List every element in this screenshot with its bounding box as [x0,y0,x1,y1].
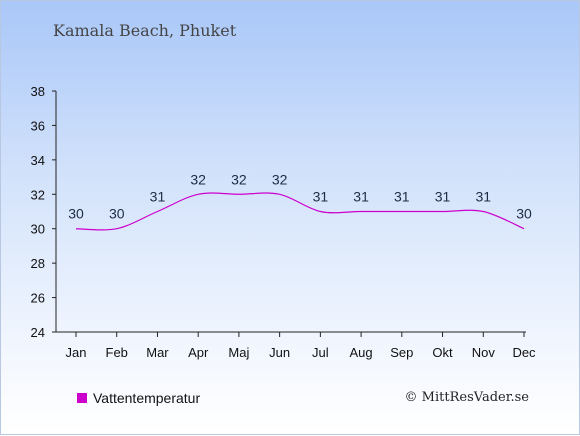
x-tick-label: Jan [66,345,87,360]
data-label: 30 [516,206,532,222]
data-label: 32 [231,171,247,187]
x-tick-label: Sep [390,345,413,360]
data-label: 31 [313,189,329,205]
legend: Vattentemperatur [77,390,200,406]
y-tick-label: 24 [31,325,45,340]
data-label: 31 [475,189,491,205]
x-tick-label: Dec [512,345,536,360]
legend-swatch [77,393,87,403]
data-label: 31 [150,189,166,205]
x-tick-label: Apr [188,345,209,360]
y-tick-label: 38 [31,84,45,99]
y-tick-label: 28 [31,256,45,271]
x-tick-label: Mar [146,345,169,360]
y-tick-label: 36 [31,118,45,133]
data-label: 30 [68,206,84,222]
x-tick-label: Okt [432,345,453,360]
y-tick-label: 26 [31,291,45,306]
x-tick-label: Maj [228,345,249,360]
y-tick-label: 32 [31,187,45,202]
series-line [75,192,525,231]
data-label: 31 [394,189,410,205]
x-tick-label: Jun [269,345,290,360]
x-tick-label: Feb [106,345,128,360]
y-tick-label: 34 [31,153,45,168]
data-label: 32 [190,171,206,187]
x-tick-label: Jul [312,345,329,360]
data-label: 32 [272,171,288,187]
data-label: 31 [435,189,451,205]
y-tick-label: 30 [31,222,45,237]
x-tick-label: Aug [350,345,373,360]
data-label: 31 [353,189,369,205]
credit-text: © MittResVader.se [404,390,529,405]
chart-title: Kamala Beach, Phuket [53,21,237,40]
data-label: 30 [109,206,125,222]
x-tick-label: Nov [472,345,496,360]
legend-label: Vattentemperatur [93,390,201,406]
